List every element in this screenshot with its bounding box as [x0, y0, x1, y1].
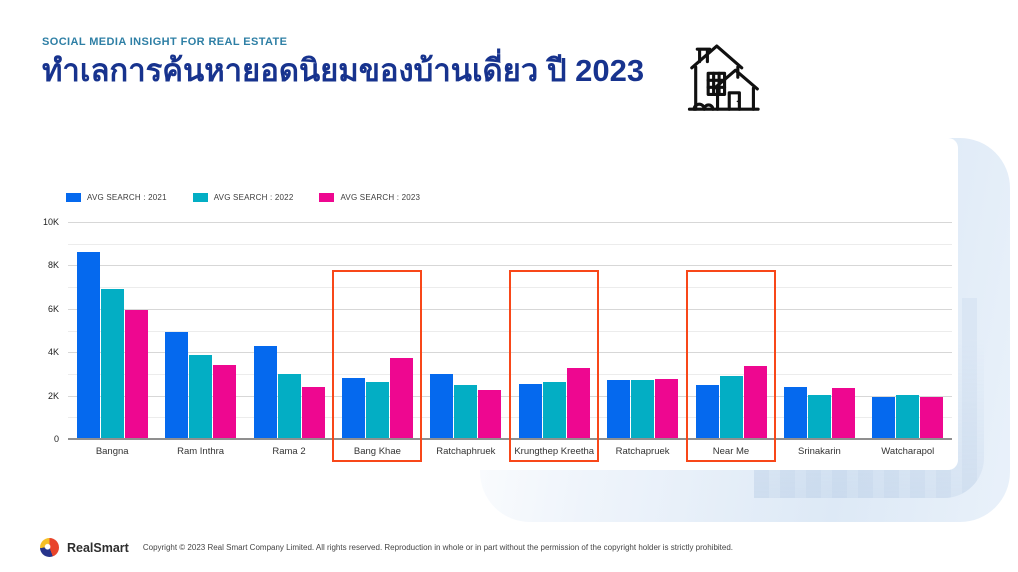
- x-axis-label-ratchaphruek: Ratchaphruek: [436, 446, 496, 457]
- legend-swatch-icon: [66, 193, 81, 202]
- bar-bangna-2023: [124, 309, 148, 439]
- legend-swatch-icon: [319, 193, 335, 202]
- bar-ratchapruek-2022: [631, 380, 655, 439]
- x-axis-label-ratchapruek: Ratchapruek: [615, 446, 670, 457]
- bar-krungthep-kreetha-2021: [518, 383, 542, 439]
- bar-watcharapol-2023: [920, 396, 944, 439]
- legend-item-avg-search-2023: AVG SEARCH : 2023: [319, 193, 420, 202]
- bar-rama-2-2021: [253, 345, 277, 439]
- x-axis-label-bangna: Bangna: [95, 446, 129, 457]
- bar-ratchaphruek-2023: [478, 390, 502, 439]
- x-axis-label-krungthep-kreetha: Krungthep Kreetha: [514, 446, 595, 457]
- bar-ratchapruek-2021: [607, 380, 631, 439]
- bar-bang-khae-2021: [341, 378, 365, 439]
- y-axis-tick-label: 2K: [47, 390, 59, 401]
- realsmart-logo-icon: [40, 538, 59, 557]
- x-axis-label-near-me: Near Me: [712, 446, 750, 457]
- header: SOCIAL MEDIA INSIGHT FOR REAL ESTATE ทำเ…: [42, 36, 644, 92]
- bar-krungthep-kreetha-2023: [566, 368, 590, 439]
- bar-bangna-2022: [100, 289, 124, 439]
- legend-label: AVG SEARCH : 2023: [340, 193, 421, 202]
- x-axis-label-srinakarin: Srinakarin: [797, 446, 841, 457]
- legend-label: AVG SEARCH : 2021: [87, 193, 167, 202]
- house-icon: [687, 44, 760, 111]
- legend-item-avg-search-2021: AVG SEARCH : 2021: [66, 193, 167, 202]
- bar-near-me-2021: [695, 384, 719, 439]
- gridline: [68, 243, 952, 245]
- y-axis-tick-label: 10K: [42, 217, 59, 227]
- chart-legend: AVG SEARCH : 2021 AVG SEARCH : 2022 AVG SE…: [66, 193, 420, 202]
- bar-watcharapol-2022: [896, 394, 920, 439]
- bar-ram-inthra-2023: [213, 365, 237, 439]
- highlight-box-bang-khae: [332, 270, 423, 462]
- y-axis-tick-label: 4K: [47, 347, 59, 358]
- x-axis-label-rama-2: Rama 2: [272, 446, 306, 457]
- y-axis-tick-label: 0: [53, 434, 59, 444]
- legend-swatch-icon: [192, 193, 208, 202]
- bar-ratchaphruek-2022: [454, 384, 478, 439]
- y-axis-tick-label: 6K: [47, 303, 59, 314]
- gridline: [68, 265, 952, 267]
- x-axis-label-watcharapol: Watcharapol: [881, 446, 935, 457]
- x-axis-label-ram-inthra: Ram Inthra: [177, 446, 225, 457]
- bar-srinakarin-2021: [783, 386, 807, 439]
- footer: RealSmart Copyright © 2023 Real Smart Co…: [40, 538, 733, 557]
- bar-rama-2-2023: [301, 386, 325, 439]
- gridline: [68, 222, 952, 223]
- bar-rama-2-2022: [277, 373, 301, 439]
- plot-area: 0 2K 4K 6K 8K 10K Bangna Ram Inthra Rama 2 Bang K…: [43, 217, 952, 462]
- chart-card: AVG SEARCH : 2021 AVG SEARCH : 2022 AVG SE…: [30, 138, 958, 470]
- legend-item-avg-search-2022: AVG SEARCH : 2022: [192, 193, 294, 202]
- bar-near-me-2022: [719, 376, 743, 439]
- bar-ratchaphruek-2021: [430, 373, 454, 439]
- bar-watcharapol-2021: [872, 396, 896, 439]
- legend-label: AVG SEARCH : 2022: [213, 193, 294, 202]
- bar-ram-inthra-2022: [189, 355, 213, 439]
- highlight-box-krungthep-kreetha: [509, 270, 600, 462]
- bar-ram-inthra-2021: [165, 331, 189, 439]
- y-axis-tick-label: 8K: [47, 260, 59, 271]
- eyebrow-label: SOCIAL MEDIA INSIGHT FOR REAL ESTATE: [42, 36, 288, 48]
- page-title: ทำเลการค้นหายอดนิยมของบ้านเดี่ยว ปี 2023: [42, 53, 645, 88]
- bar-srinakarin-2023: [831, 388, 855, 439]
- bar-bangna-2021: [76, 252, 100, 439]
- bar-srinakarin-2022: [807, 394, 831, 439]
- bar-near-me-2023: [743, 366, 767, 439]
- x-axis-label-bang-khae: Bang Khae: [353, 446, 401, 457]
- bar-bang-khae-2023: [389, 357, 413, 439]
- brand-name: RealSmart: [67, 540, 129, 555]
- bar-bang-khae-2022: [365, 381, 389, 439]
- highlight-box-near-me: [686, 270, 776, 462]
- bar-krungthep-kreetha-2022: [542, 381, 566, 439]
- copyright-text: Copyright © 2023 Real Smart Company Limi…: [142, 543, 734, 552]
- bar-ratchapruek-2023: [655, 379, 679, 439]
